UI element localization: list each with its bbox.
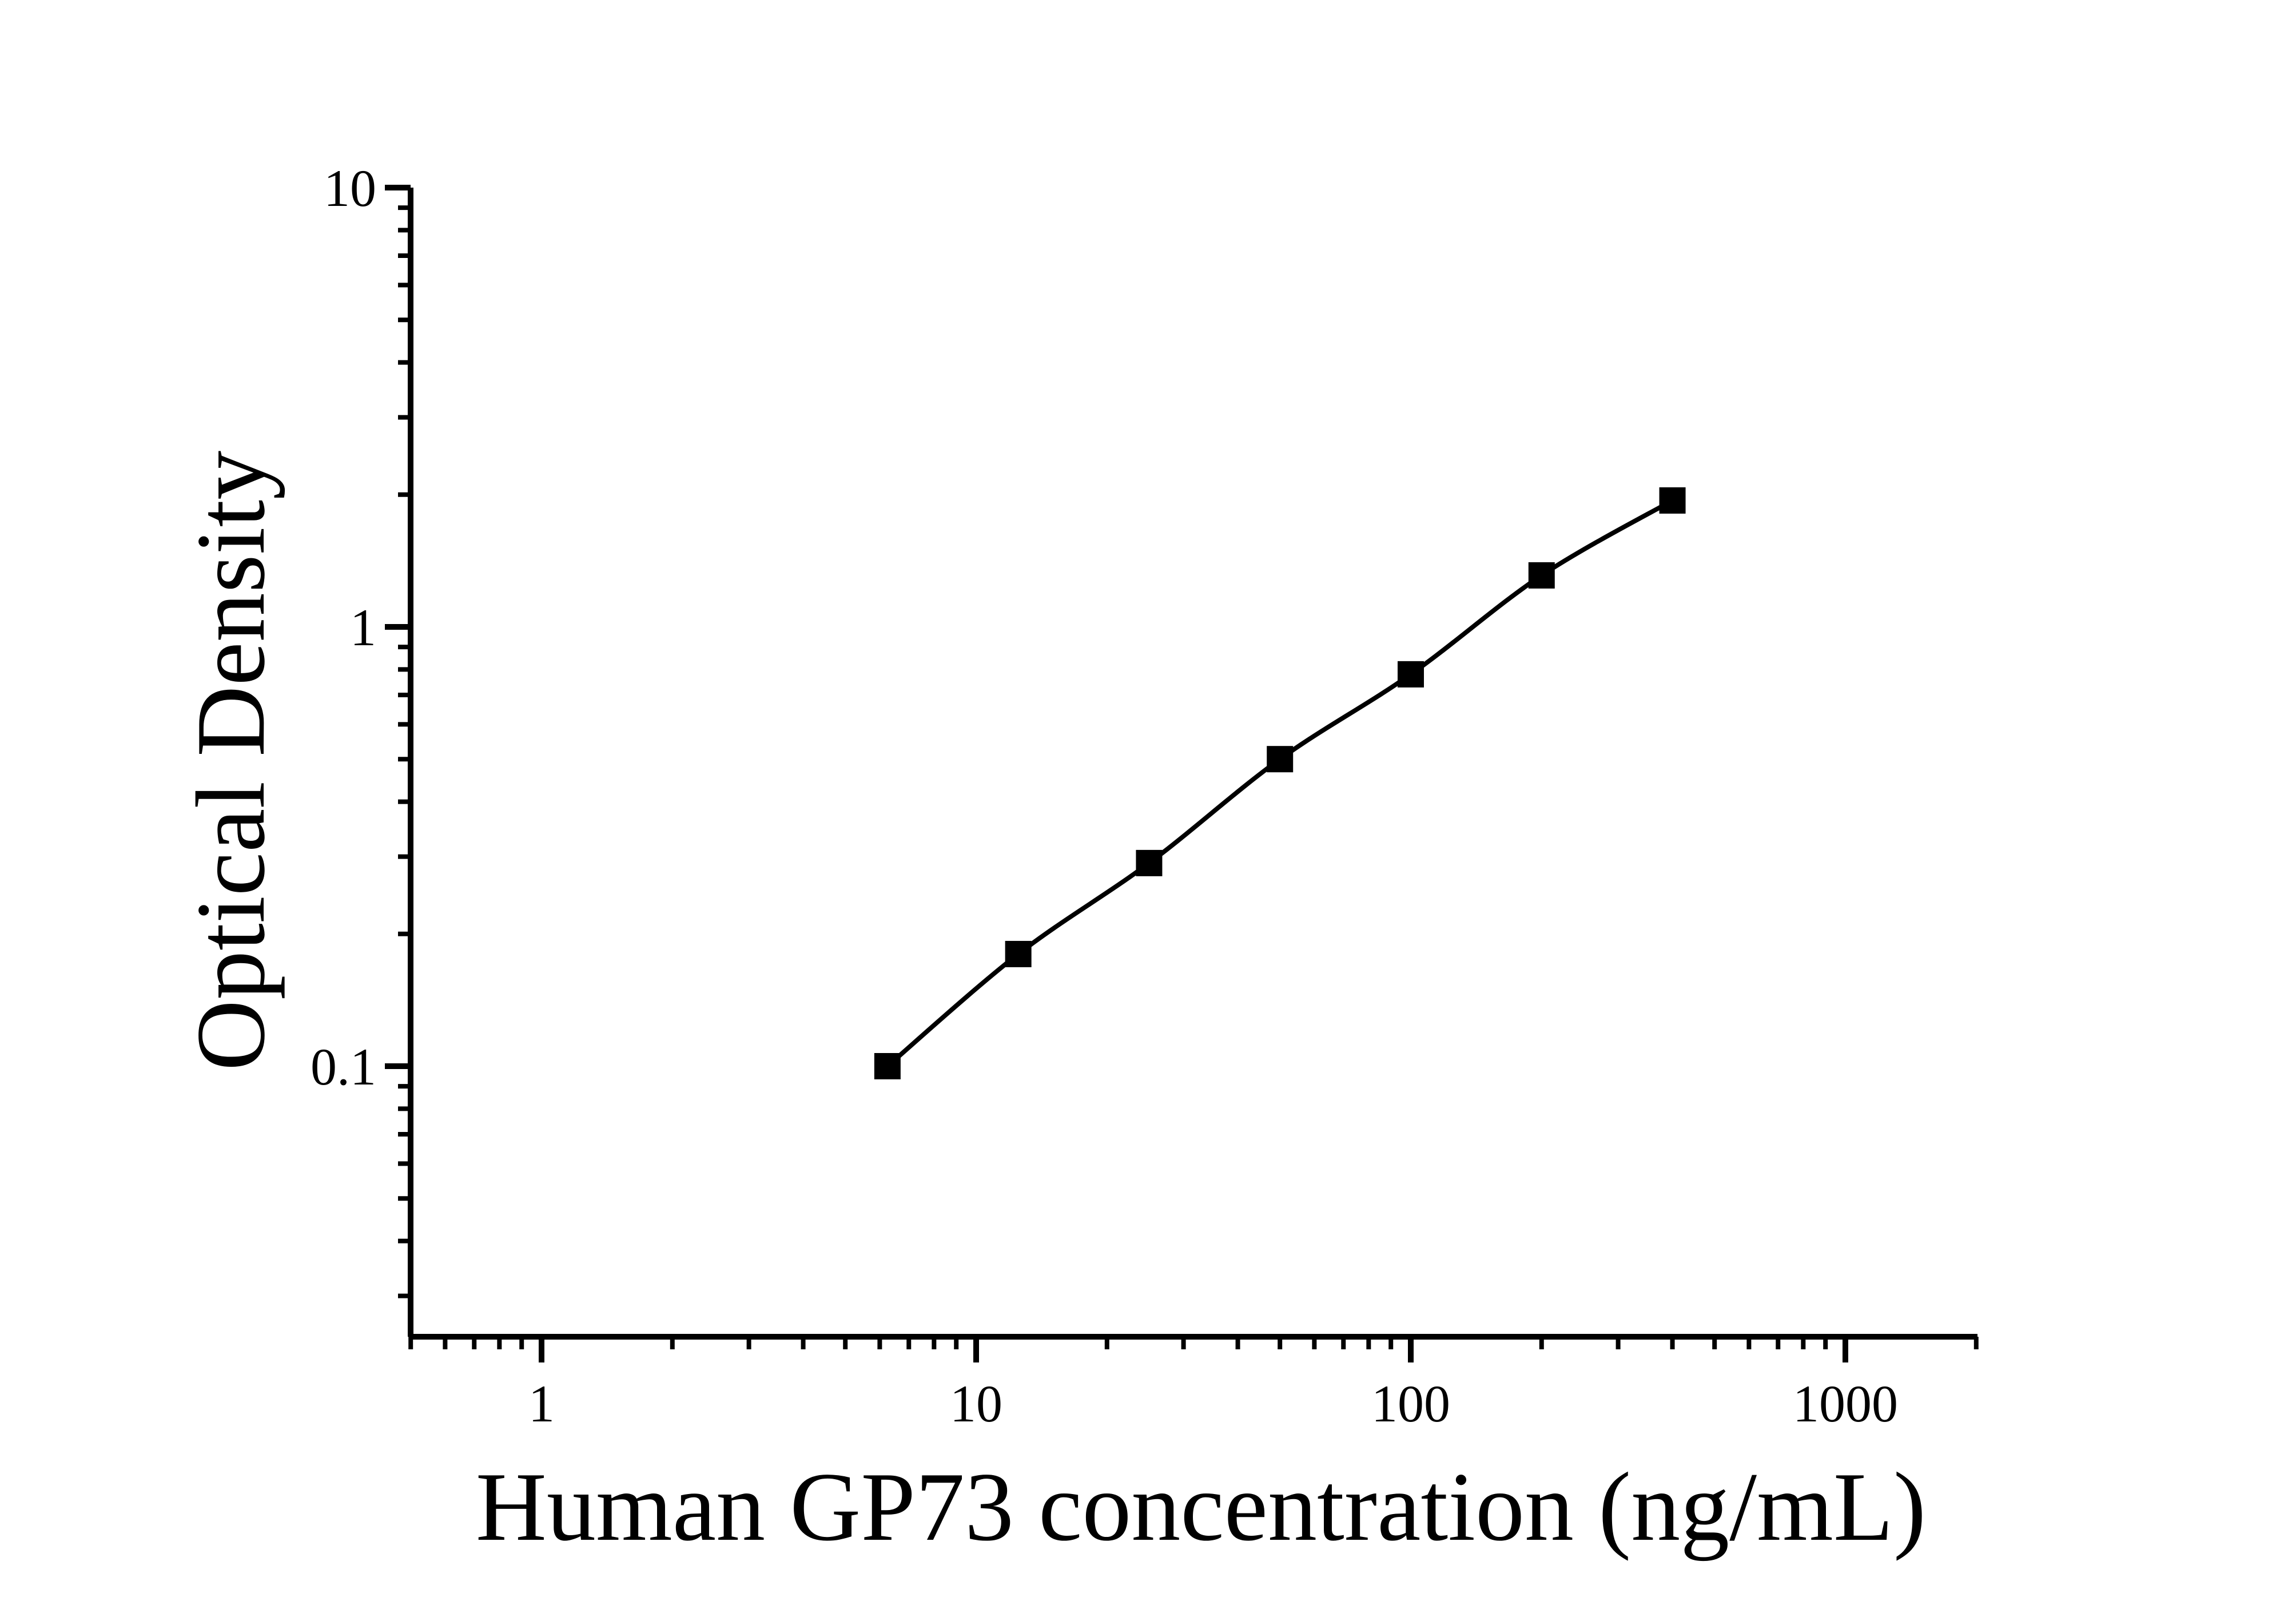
y-axis-title: Optical Density bbox=[177, 451, 285, 1071]
x-tick-label: 1 bbox=[528, 1374, 555, 1433]
y-tick-label: 0.1 bbox=[311, 1038, 376, 1096]
data-point-marker bbox=[1528, 562, 1555, 589]
data-point-marker bbox=[874, 1053, 901, 1079]
data-point-marker bbox=[1005, 940, 1032, 967]
y-axis: 10 1 0.1 bbox=[311, 159, 413, 1337]
x-tick-label: 10 bbox=[950, 1374, 1002, 1433]
data-point-marker bbox=[1659, 487, 1686, 514]
data-point-marker bbox=[1398, 661, 1424, 688]
x-axis: 1 10 100 1000 bbox=[408, 1334, 1979, 1433]
x-tick-label: 100 bbox=[1371, 1374, 1450, 1433]
x-axis-title: Human GP73 concentration (ng/mL) bbox=[476, 1453, 1926, 1562]
data-point-marker bbox=[1136, 849, 1163, 876]
x-tick-label: 1000 bbox=[1793, 1374, 1898, 1433]
y-tick-label: 10 bbox=[324, 159, 376, 217]
series-standard-curve bbox=[874, 487, 1686, 1079]
y-tick-label: 1 bbox=[350, 598, 376, 657]
data-point-marker bbox=[1267, 746, 1294, 773]
